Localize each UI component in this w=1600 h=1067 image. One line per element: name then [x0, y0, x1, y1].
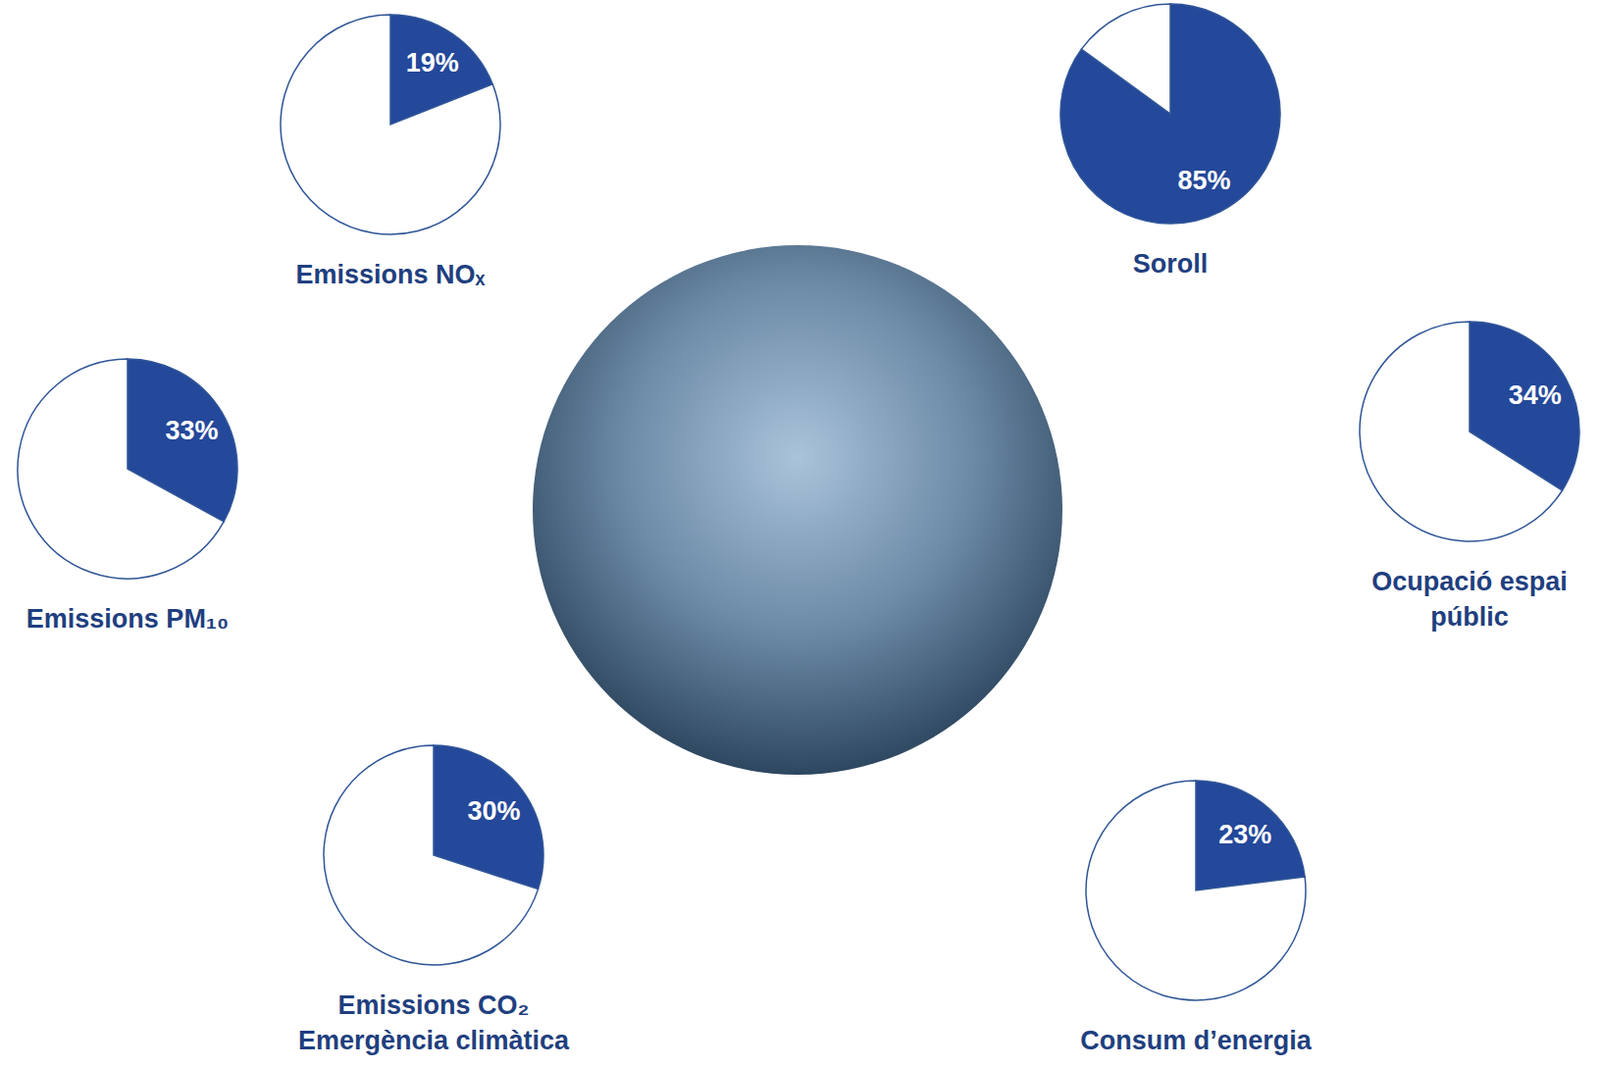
pie-chart: 23% Consum d’energia [1080, 780, 1313, 1056]
data-label: 33% [165, 415, 219, 446]
chart-title: Consum d’energia [1080, 1026, 1313, 1056]
title-line: Emissions NOₓ [296, 259, 486, 290]
title-line: públic [1430, 602, 1509, 632]
slices [1060, 3, 1281, 224]
slices [323, 745, 544, 966]
pie-slice [1081, 3, 1171, 114]
pie-slice [1060, 3, 1281, 224]
chart-title: Soroll [1133, 249, 1209, 279]
data-labels: 33% [165, 415, 219, 446]
pie-chart: 33% Emissions PM₁₀ [17, 359, 238, 634]
chart-title: Ocupació espai públic [1371, 567, 1568, 632]
slices [1085, 780, 1306, 1001]
data-labels: 85% [1178, 165, 1232, 196]
photo [532, 245, 1063, 775]
title-line: Consum d’energia [1080, 1026, 1313, 1056]
slices [1359, 321, 1580, 542]
chart-title: Emissions NOₓ [296, 259, 486, 290]
data-labels: 19% [406, 48, 460, 78]
data-labels: 30% [467, 796, 521, 826]
pie-chart: 34% Ocupació espai públic [1359, 321, 1580, 632]
pie-chart: 30% Emissions CO₂ Emergència climàtica [298, 745, 570, 1056]
pie-slice [1359, 321, 1563, 542]
pie-slice [280, 14, 501, 235]
slices [17, 359, 238, 579]
title-line: Soroll [1133, 249, 1209, 279]
data-label: 85% [1178, 165, 1232, 196]
title-line: Ocupació espai [1371, 567, 1568, 597]
pie-slice [1085, 780, 1306, 1001]
pie-chart: 19% Emissions NOₓ [280, 14, 501, 290]
pie-slice [17, 359, 224, 579]
title-line: Emissions CO₂ [337, 990, 529, 1021]
data-label: 19% [406, 48, 460, 78]
data-label: 30% [467, 796, 521, 826]
chart-title: Emissions PM₁₀ [26, 604, 229, 634]
chart-subtitle: Emergència climàtica [298, 1026, 570, 1056]
data-labels: 23% [1218, 820, 1272, 850]
canvas: 19% Emissions NOₓ 33% Emissions PM₁₀ 30% Emis… [0, 0, 1600, 1067]
data-label: 23% [1218, 820, 1272, 850]
chart-title: Emissions CO₂ [337, 990, 529, 1021]
data-label: 34% [1508, 380, 1562, 411]
pie-chart: 85% Soroll [1060, 3, 1281, 279]
slices [280, 14, 501, 235]
title-line: Emissions PM₁₀ [26, 604, 229, 634]
pie-slice [323, 745, 539, 966]
pie-slice [1195, 780, 1305, 891]
data-labels: 34% [1508, 380, 1562, 411]
